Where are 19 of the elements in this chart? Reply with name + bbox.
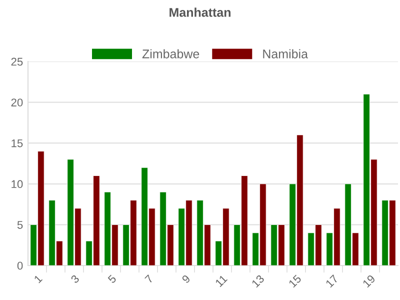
x-tick-label: 19 bbox=[362, 274, 376, 288]
x-tick-label: 17 bbox=[325, 274, 339, 288]
x-tick-label: 7 bbox=[144, 274, 154, 284]
y-tick-label: 10 bbox=[12, 180, 23, 188]
y-tick-label: 25 bbox=[11, 58, 23, 66]
y-tick-label: 5 bbox=[17, 221, 23, 229]
x-tick-label: 13 bbox=[251, 274, 265, 288]
y-tick-label: 20 bbox=[11, 98, 23, 106]
x-tick-label: 15 bbox=[288, 274, 302, 288]
x-tick-label: 3 bbox=[70, 274, 80, 284]
x-tick-label: 1 bbox=[34, 274, 43, 284]
x-tick-label: 5 bbox=[107, 274, 117, 284]
x-tick-label: 11 bbox=[214, 274, 228, 288]
y-tick-label: 0 bbox=[17, 262, 23, 270]
chart-title: Manhattan bbox=[170, 8, 230, 17]
y-tick-label: 15 bbox=[12, 139, 23, 148]
legend-label: Namibia bbox=[263, 49, 308, 58]
x-tick-label: 9 bbox=[181, 274, 191, 284]
legend-label: Zimbabwe bbox=[142, 49, 200, 58]
